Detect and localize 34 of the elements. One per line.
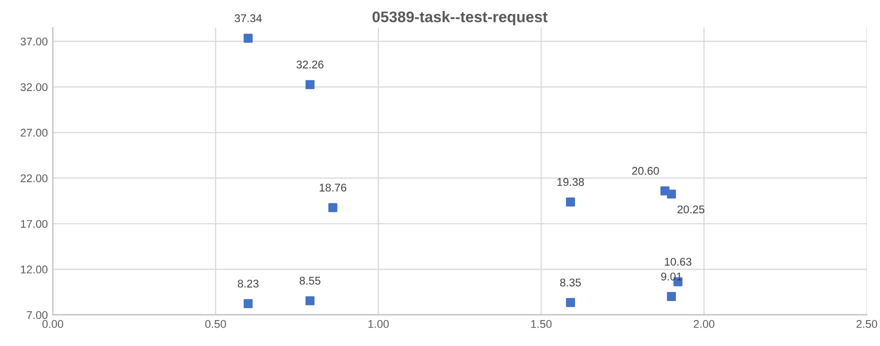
point	[328, 203, 338, 212]
y-tick-label: 17.00	[20, 220, 48, 228]
chart-title: 05389-task--test-request	[372, 11, 548, 26]
data-label: 9.01	[661, 272, 682, 280]
y-tick-label: 7.00	[26, 311, 48, 319]
point	[666, 190, 676, 199]
point	[566, 298, 576, 308]
x-tick-label: 2.00	[694, 320, 714, 328]
data-label: 20.60	[632, 166, 659, 175]
x-tick-label: 0.00	[42, 320, 64, 328]
point	[666, 292, 676, 302]
point	[244, 34, 253, 43]
y-tick-label: 32.00	[20, 83, 48, 92]
x-tick-label: 2.50	[856, 320, 878, 328]
data-label: 8.23	[238, 280, 258, 288]
data-label: 18.76	[320, 184, 346, 192]
data-label: 37.34	[234, 14, 262, 22]
y-tick-label: 27.00	[20, 128, 48, 137]
x-tick-label: 1.50	[531, 320, 552, 328]
point	[306, 296, 315, 306]
y-tick-label: 12.00	[20, 266, 48, 274]
data-label: 32.26	[296, 60, 324, 68]
point	[244, 299, 253, 308]
x-tick-label: 0.50	[205, 320, 226, 328]
x-tick-label: 1.00	[368, 320, 389, 328]
data-label: 8.55	[300, 276, 320, 285]
data-label: 10.63	[664, 258, 692, 266]
point	[566, 197, 576, 206]
data-label: 19.38	[557, 178, 584, 186]
point	[306, 80, 315, 90]
data-label: 20.25	[678, 205, 704, 214]
y-tick-label: 37.00	[20, 38, 48, 46]
data-label: 8.35	[560, 278, 581, 286]
y-tick-label: 22.00	[20, 174, 48, 182]
